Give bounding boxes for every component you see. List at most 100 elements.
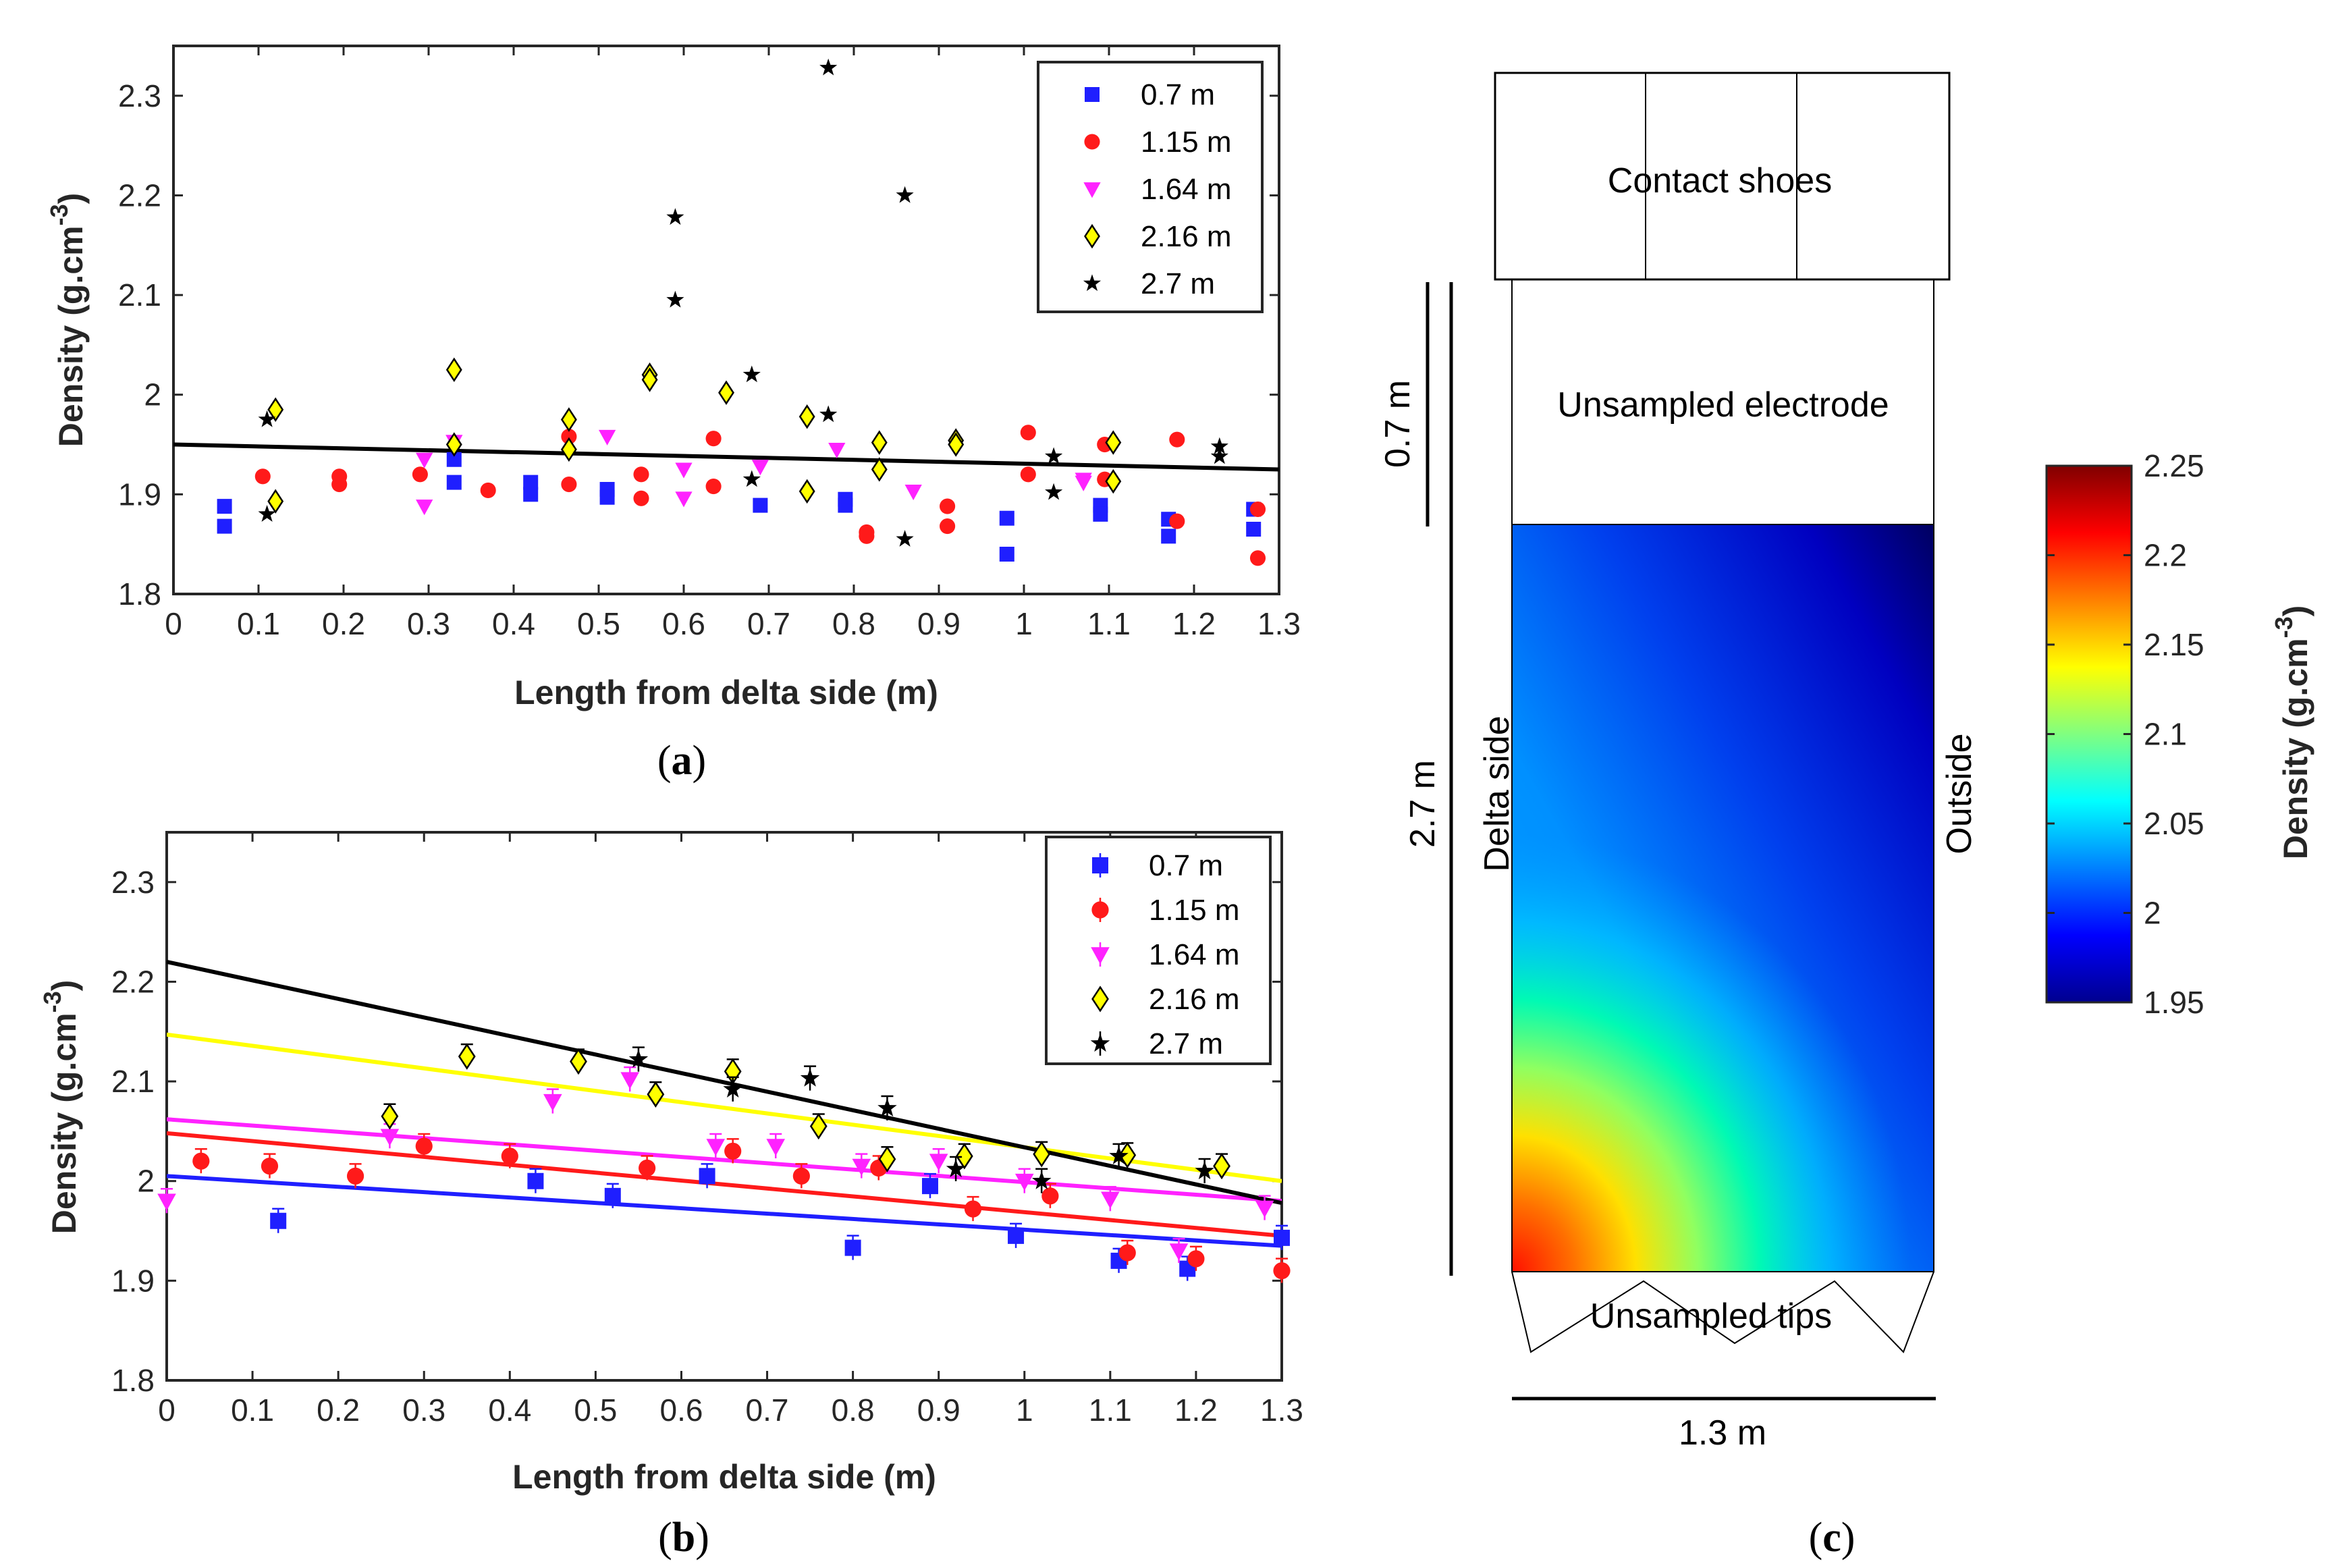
- data-point: [828, 443, 846, 459]
- colorbar: 1.95 2 2.05 2.1 2.15 2.2 2.25 Density (g.cm-3): [2045, 448, 2314, 1020]
- data-point: [1020, 425, 1036, 441]
- data-point: [1255, 1200, 1274, 1218]
- y-tick-label: 2.1: [118, 277, 161, 313]
- data-point: [445, 432, 462, 457]
- panel-label-a: (a): [657, 738, 706, 784]
- x-tick-label: 0.4: [488, 1393, 531, 1428]
- data-point: [896, 186, 914, 203]
- y-axis-b: 1.8 1.9 2 2.1 2.2 2.3: [111, 865, 1282, 1398]
- data-point: [561, 429, 577, 445]
- x-axis-label-a: Length from delta side (m): [514, 674, 938, 711]
- x-tick-label: 0.1: [237, 606, 280, 641]
- unsampled-tips: Unsampled tips: [1511, 1271, 1934, 1353]
- data-point: [1249, 501, 1266, 518]
- legend-marker: [1083, 182, 1101, 198]
- contact-shoes-box: Contact shoes: [1494, 72, 1951, 281]
- data-point: [1008, 1227, 1025, 1244]
- legend-box: [1045, 836, 1272, 1065]
- data-point: [878, 1145, 896, 1172]
- data-point: [705, 479, 722, 495]
- data-point: [598, 429, 616, 445]
- legend-label: 2.16 m: [1141, 220, 1232, 253]
- data-point: [445, 357, 462, 383]
- data-point: [877, 1098, 897, 1117]
- colorbar-label: Density (g.cm-3): [2270, 605, 2314, 860]
- y-tick-label: 2.2: [118, 178, 161, 213]
- data-point: [1045, 447, 1063, 464]
- legend-box: [1037, 61, 1264, 313]
- data-point: [1014, 1173, 1034, 1191]
- colorbar-tick-label: 2.1: [2144, 717, 2187, 752]
- data-point: [1105, 468, 1122, 494]
- data-point: [416, 452, 433, 468]
- x-axis-label-b: Length from delta side (m): [512, 1458, 936, 1496]
- series-1-15-m: [192, 1133, 1291, 1283]
- data-point: [380, 1129, 400, 1146]
- series-0-7-m: [270, 1163, 1290, 1281]
- colorbar-tick-label: 1.95: [2144, 985, 2204, 1020]
- data-point: [633, 490, 649, 506]
- data-point: [1187, 1250, 1205, 1268]
- y-axis-label-a: Density (g.cm-3): [45, 193, 90, 448]
- data-point: [1020, 466, 1036, 483]
- data-point: [1118, 1244, 1136, 1262]
- data-point: [964, 1200, 982, 1218]
- data-point: [940, 498, 956, 514]
- data-point: [955, 1143, 973, 1170]
- data-point: [921, 1178, 938, 1195]
- x-tick-label: 0.9: [917, 1393, 960, 1428]
- data-points-b: [157, 1043, 1291, 1283]
- data-point: [270, 1212, 287, 1229]
- data-point: [604, 1187, 621, 1204]
- fit-line: [167, 1131, 1282, 1238]
- panel-label-c: (c): [1809, 1515, 1855, 1561]
- y-tick-label: 2: [144, 377, 161, 412]
- panel-c: Contact shoes Unsampled electrode Unsamp…: [1378, 72, 2314, 1561]
- legend-label: 1.15 m: [1149, 894, 1240, 927]
- data-point: [844, 1239, 861, 1256]
- panel-b: 0 0.1 0.2 0.3 0.4 0.5 0.6 0.7 0.8 0.9 1 1.1 1.2 1.3 1…: [38, 831, 1303, 1561]
- x-axis-b: 0 0.1 0.2 0.3 0.4 0.5 0.6 0.7 0.8 0.9 1 1.1 1.2 1.3: [158, 832, 1303, 1428]
- data-point: [639, 1159, 656, 1177]
- data-point: [819, 405, 838, 423]
- x-tick-label: 1.1: [1087, 606, 1131, 641]
- data-point: [560, 407, 577, 432]
- x-axis-a: 0 0.1 0.2 0.3 0.4 0.5 0.6 0.7 0.8 0.9 1 1.1 1.2 1.3: [165, 46, 1301, 641]
- dim-width-label: 1.3 m: [1679, 1413, 1766, 1453]
- data-point: [543, 1093, 562, 1112]
- data-point: [1210, 447, 1228, 464]
- series-2-7-m: [258, 58, 1228, 547]
- x-tick-label: 0.1: [231, 1393, 274, 1428]
- data-point: [415, 1137, 433, 1155]
- y-tick-label: 2.2: [111, 964, 155, 999]
- colorbar-tick-label: 2.05: [2144, 806, 2204, 841]
- fit-lines-b: [167, 959, 1282, 1248]
- y-tick-label: 2.3: [111, 865, 155, 900]
- data-point: [819, 58, 838, 76]
- x-tick-label: 0.3: [407, 606, 450, 641]
- y-axis-a: 1.8 1.9 2 2.1 2.2 2.3: [118, 78, 1279, 612]
- data-point: [838, 497, 853, 513]
- legend-label: 2.7 m: [1141, 267, 1215, 300]
- data-point: [792, 1167, 810, 1185]
- legend-marker: [1085, 87, 1100, 102]
- legend-marker: [1091, 947, 1110, 965]
- x-tick-label: 0.6: [659, 1393, 703, 1428]
- unsampled-electrode-label: Unsampled electrode: [1557, 385, 1889, 425]
- x-tick-label: 1.2: [1172, 606, 1216, 641]
- y-tick-label: 2.3: [118, 78, 161, 113]
- data-point: [1105, 430, 1122, 455]
- x-tick-label: 1.2: [1174, 1393, 1218, 1428]
- y-tick-label: 2.1: [111, 1064, 155, 1099]
- x-tick-label: 1.1: [1089, 1393, 1132, 1428]
- x-tick-label: 0.7: [746, 1393, 789, 1428]
- data-point: [723, 1079, 742, 1098]
- data-point: [852, 1158, 871, 1176]
- legend-label: 1.64 m: [1149, 938, 1240, 971]
- data-point: [157, 1193, 176, 1211]
- panel-label-b: (b): [658, 1515, 709, 1561]
- legend-marker: [1084, 223, 1100, 249]
- unsampled-tips-label: Unsampled tips: [1590, 1297, 1832, 1336]
- data-point: [412, 466, 428, 483]
- data-point: [254, 468, 271, 485]
